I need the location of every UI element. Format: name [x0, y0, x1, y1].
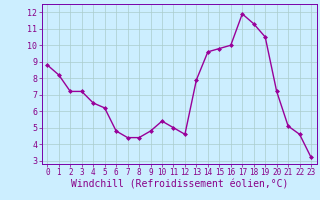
- X-axis label: Windchill (Refroidissement éolien,°C): Windchill (Refroidissement éolien,°C): [70, 180, 288, 190]
